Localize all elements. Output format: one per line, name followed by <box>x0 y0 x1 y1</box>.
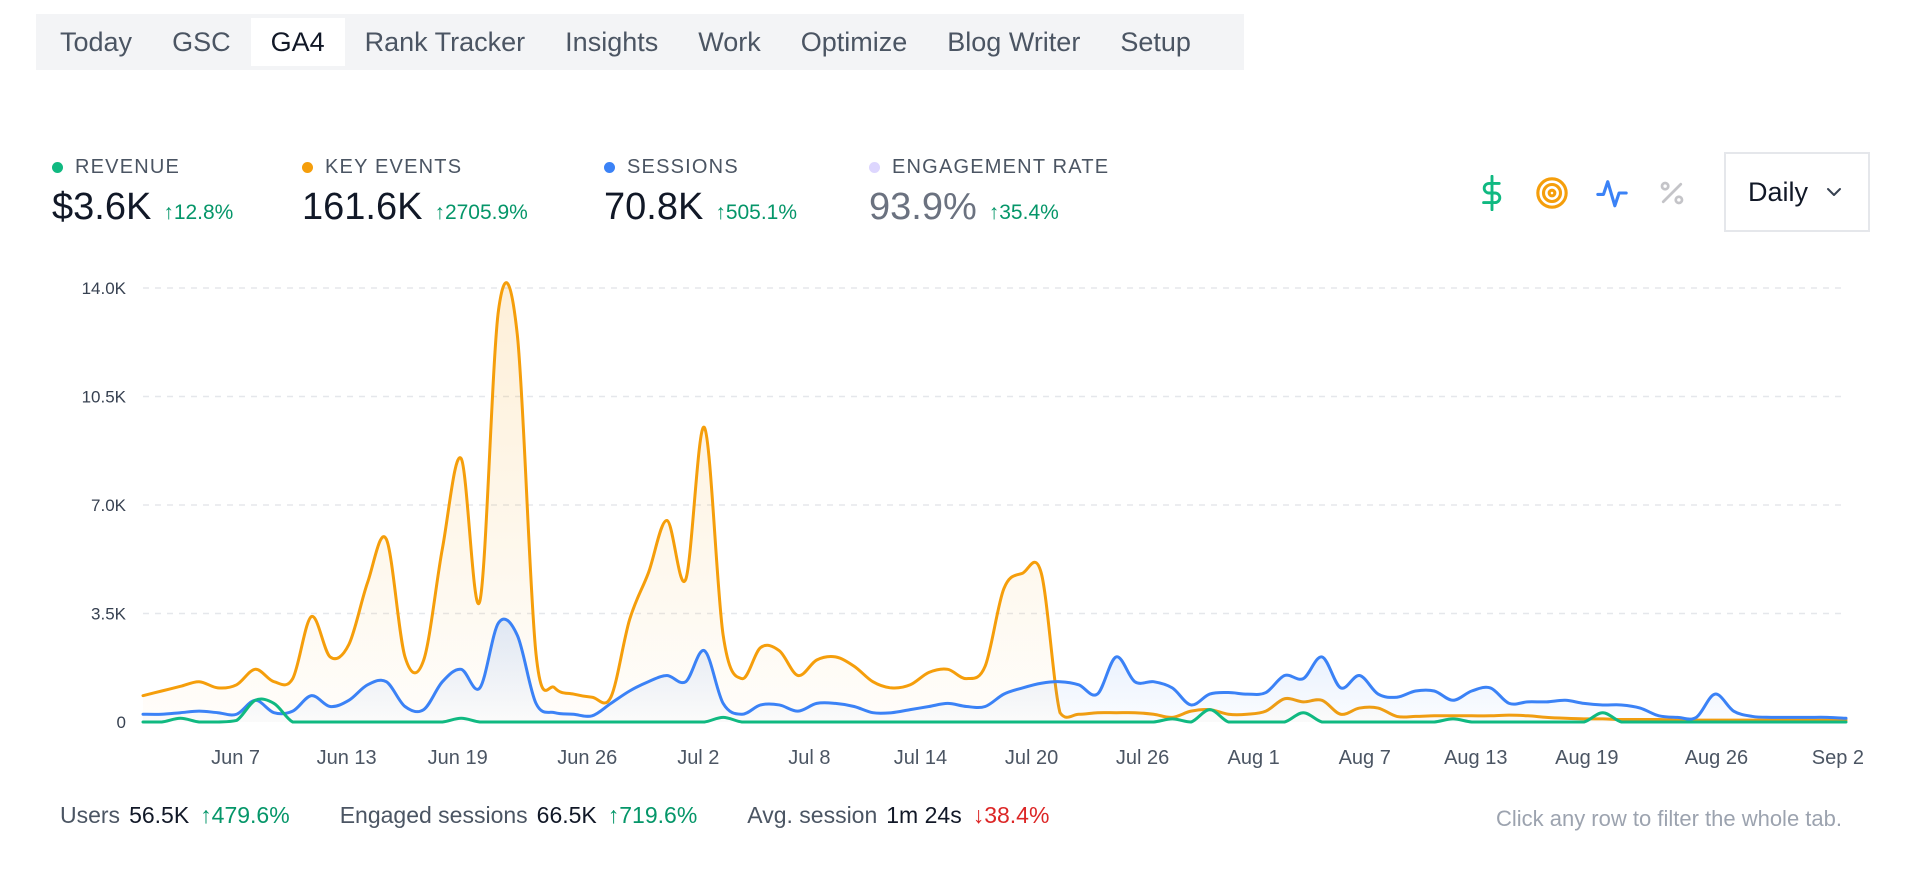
x-tick-label: Jun 26 <box>557 747 617 769</box>
metric-engagement-rate[interactable]: ENGAGEMENT RATE 93.9% ↑35.4% <box>869 150 1109 229</box>
tab-setup[interactable]: Setup <box>1120 26 1191 57</box>
y-tick-label: 10.5K <box>82 388 127 407</box>
x-tick-label: Aug 1 <box>1228 747 1280 769</box>
y-tick-label: 0 <box>117 713 126 732</box>
metric-value: 93.9% <box>869 186 977 228</box>
metric-value: $3.6K <box>52 186 152 228</box>
granularity-value: Daily <box>1748 176 1809 207</box>
revenue-legend-dot <box>52 161 63 173</box>
x-tick-label: Aug 26 <box>1685 747 1748 769</box>
tab-rank-tracker[interactable]: Rank Tracker <box>364 26 526 57</box>
activity-icon <box>1596 180 1628 208</box>
engagement-legend-dot <box>869 161 880 173</box>
x-tick-label: Sep 2 <box>1812 747 1864 769</box>
sessions-area <box>143 619 1846 722</box>
avg-session-value: 1m 24s <box>886 802 962 828</box>
metric-label: KEY EVENTS <box>325 155 463 178</box>
engaged-sessions-label: Engaged sessions <box>339 802 528 828</box>
metric-sessions[interactable]: SESSIONS 70.8K ↑505.1% <box>604 150 797 229</box>
users-label: Users <box>60 802 121 828</box>
tab-insights[interactable]: Insights <box>565 26 659 57</box>
x-tick-label: Jun 7 <box>211 747 260 769</box>
engaged-sessions-delta: ↑719.6% <box>607 802 698 828</box>
tab-gsc[interactable]: GSC <box>172 26 231 57</box>
y-tick-label: 3.5K <box>91 605 127 624</box>
metric-label: REVENUE <box>75 155 181 178</box>
x-tick-label: Jul 8 <box>788 747 830 769</box>
metric-delta: ↑2705.9% <box>434 201 528 224</box>
sessions-line <box>141 617 1848 721</box>
filter-hint: Click any row to filter the whole tab. <box>1495 806 1842 831</box>
key-events-legend-dot <box>302 161 313 173</box>
x-tick-label: Aug 13 <box>1444 747 1507 769</box>
x-tick-label: Jun 13 <box>317 747 377 769</box>
x-tick-label: Jul 20 <box>1005 747 1058 769</box>
users-value: 56.5K <box>129 802 190 828</box>
granularity-dropdown[interactable]: Daily <box>1724 152 1870 232</box>
revenue-line <box>141 697 1848 724</box>
tab-work[interactable]: Work <box>698 26 761 57</box>
sessions-toggle[interactable] <box>1582 168 1642 218</box>
metric-value: 161.6K <box>302 186 423 228</box>
x-tick-label: Aug 19 <box>1555 747 1618 769</box>
percent-icon <box>1660 181 1684 205</box>
metric-delta: ↑505.1% <box>715 201 798 224</box>
metric-revenue[interactable]: REVENUE $3.6K ↑12.8% <box>52 150 233 229</box>
target-icon <box>1536 177 1568 209</box>
sessions-legend-dot <box>604 161 615 173</box>
metric-label: SESSIONS <box>627 155 739 178</box>
x-tick-label: Jul 2 <box>677 747 719 769</box>
avg-session-label: Avg. session <box>747 802 878 828</box>
users-delta: ↑479.6% <box>200 802 290 828</box>
series-toggles <box>1462 168 1702 218</box>
tab-blog-writer[interactable]: Blog Writer <box>947 26 1081 57</box>
tab-today[interactable]: Today <box>60 26 133 57</box>
x-tick-label: Jun 19 <box>428 747 488 769</box>
metric-delta: ↑12.8% <box>163 201 234 224</box>
chevron-down-icon <box>1827 188 1842 196</box>
engaged-sessions-value: 66.5K <box>536 802 597 828</box>
tab-bar: Today GSC GA4 Rank Tracker Insights Work… <box>36 14 1244 70</box>
key-events-toggle[interactable] <box>1522 168 1582 218</box>
metric-label: ENGAGEMENT RATE <box>892 155 1110 178</box>
metric-value: 70.8K <box>604 186 704 228</box>
revenue-toggle[interactable] <box>1462 168 1522 218</box>
x-tick-label: Jul 26 <box>1116 747 1169 769</box>
ga4-line-chart[interactable]: 0 3.5K 7.0K 10.5K 14.0K Jun 7 Jun 13 Jun 19 Jun … <box>0 250 1908 780</box>
dollar-icon <box>1482 175 1502 211</box>
metric-delta: ↑35.4% <box>988 201 1059 224</box>
x-tick-label: Jul 14 <box>894 747 947 769</box>
x-tick-label: Aug 7 <box>1339 747 1391 769</box>
tab-ga4[interactable]: GA4 <box>250 18 345 66</box>
metric-key-events[interactable]: KEY EVENTS 161.6K ↑2705.9% <box>302 150 528 229</box>
engagement-toggle[interactable] <box>1642 168 1702 218</box>
footer-stats: Users 56.5K ↑479.6% Engaged sessions 66.… <box>60 802 1049 829</box>
tab-optimize[interactable]: Optimize <box>800 26 908 57</box>
key-events-area <box>143 282 1846 722</box>
y-tick-label: 7.0K <box>91 496 127 515</box>
y-tick-label: 14.0K <box>82 279 127 298</box>
avg-session-delta: ↓38.4% <box>972 802 1050 828</box>
